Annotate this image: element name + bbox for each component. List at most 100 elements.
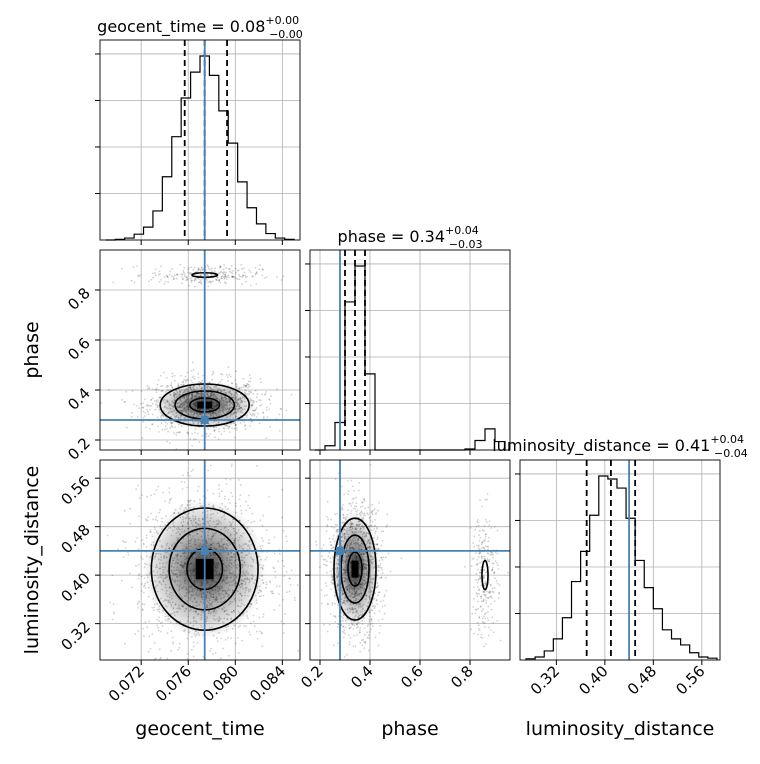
sample-point <box>279 553 281 555</box>
sample-point <box>145 427 147 429</box>
sample-point <box>382 559 384 561</box>
sample-point <box>158 616 160 618</box>
sample-point <box>191 277 193 279</box>
sample-point <box>186 432 188 434</box>
sample-point <box>134 282 136 284</box>
sample-point <box>261 275 263 277</box>
sample-point <box>228 366 230 368</box>
sample-point <box>174 426 176 428</box>
sample-point <box>157 426 159 428</box>
sample-point <box>347 480 349 482</box>
sample-point <box>231 463 233 465</box>
sample-point <box>269 582 271 584</box>
sample-point <box>250 380 252 382</box>
sample-point <box>158 630 160 632</box>
title-geocent-time: geocent_time = 0.08+0.00−0.00 <box>97 14 303 41</box>
sample-point <box>367 624 369 626</box>
sample-point <box>280 620 282 622</box>
sample-point <box>223 271 225 273</box>
sample-point <box>321 555 323 557</box>
sample-point <box>143 417 145 419</box>
sample-point <box>262 540 264 542</box>
sample-point <box>225 478 227 480</box>
sample-point <box>216 433 218 435</box>
sample-point <box>256 608 258 610</box>
sample-point <box>232 276 234 278</box>
sample-point <box>176 432 178 434</box>
sample-point <box>220 278 222 280</box>
sample-point <box>142 539 144 541</box>
sample-point <box>327 519 329 521</box>
sample-point <box>369 621 371 623</box>
sample-point <box>143 544 145 546</box>
sample-point <box>344 626 346 628</box>
sample-point <box>243 384 245 386</box>
sample-point <box>159 648 161 650</box>
sample-point <box>197 433 199 435</box>
sample-point <box>140 556 142 558</box>
sample-point <box>197 373 199 375</box>
sample-point <box>132 390 134 392</box>
sample-point <box>209 269 211 271</box>
sample-point <box>142 402 144 404</box>
sample-point <box>321 603 323 605</box>
sample-point <box>142 603 144 605</box>
sample-point <box>173 432 175 434</box>
sample-point <box>185 277 187 279</box>
sample-point <box>138 515 140 517</box>
sample-point <box>326 560 328 562</box>
sample-point <box>359 642 361 644</box>
sample-point <box>284 613 286 615</box>
sample-point <box>372 521 374 523</box>
sample-point <box>249 270 251 272</box>
sample-point <box>297 584 299 586</box>
sample-point <box>231 265 233 267</box>
sample-point <box>240 422 242 424</box>
sample-point <box>240 484 242 486</box>
sample-point <box>279 414 281 416</box>
sample-point <box>201 283 203 285</box>
sample-point <box>168 502 170 504</box>
sample-point <box>330 519 332 521</box>
sample-point <box>364 642 366 644</box>
histogram-geocent-time <box>106 56 294 240</box>
sample-point <box>137 485 139 487</box>
sample-point <box>386 526 388 528</box>
sample-point <box>198 486 200 488</box>
sample-point <box>195 438 197 440</box>
sample-point <box>179 643 181 645</box>
sample-point <box>256 465 258 467</box>
sample-point <box>229 374 231 376</box>
sample-point <box>380 577 382 579</box>
sample-point <box>283 623 285 625</box>
sample-point <box>219 282 221 284</box>
sample-point <box>358 482 360 484</box>
sample-point <box>381 531 383 533</box>
sample-point <box>332 538 334 540</box>
sample-point <box>155 657 157 659</box>
sample-point <box>266 407 268 409</box>
sample-point <box>188 269 190 271</box>
sample-point <box>321 548 323 550</box>
sample-point <box>239 499 241 501</box>
sample-point <box>153 609 155 611</box>
sample-point <box>215 671 217 673</box>
sample-point <box>327 604 329 606</box>
sample-point <box>112 281 114 283</box>
sample-point <box>167 385 169 387</box>
sample-point <box>360 627 362 629</box>
sample-point <box>148 620 150 622</box>
sample-point <box>274 536 276 538</box>
sample-point <box>208 435 210 437</box>
sample-point <box>382 606 384 608</box>
sample-point <box>209 433 211 435</box>
sample-point <box>374 607 376 609</box>
sample-point <box>385 557 387 559</box>
sample-point <box>215 279 217 281</box>
sample-point <box>261 632 263 634</box>
sample-point <box>315 541 317 543</box>
sample-point <box>187 474 189 476</box>
sample-point <box>256 396 258 398</box>
